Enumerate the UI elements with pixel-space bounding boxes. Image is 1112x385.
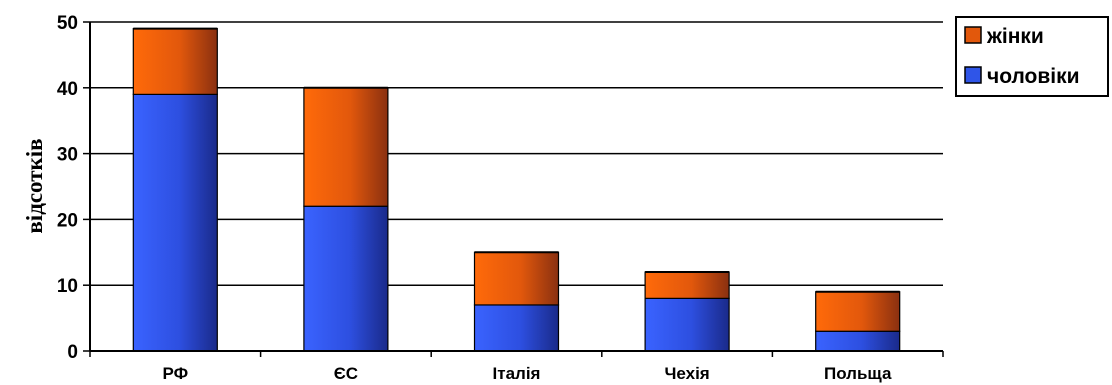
legend-label-female: жінки [986,25,1044,48]
x-category-label: Чехія [664,364,709,383]
legend-label-male: чоловіки [987,65,1080,88]
x-category-label: Польща [824,364,892,383]
y-axis-label: відсотків [22,138,47,233]
legend-swatch-female [964,26,982,44]
bar-male [132,93,218,352]
y-tick-label: 40 [57,79,78,100]
bar-female [644,271,730,299]
bar-female [132,27,218,95]
y-tick-label: 20 [57,210,78,231]
bar-female [303,87,389,207]
y-tick-label: 30 [57,145,78,166]
bar-female [473,251,560,306]
axes: 0 10 20 30 40 50 РФ ЄС Італія Чехія Польща [57,13,944,383]
bars [132,27,901,352]
y-tick-label: 10 [57,276,78,297]
gridlines [90,21,943,286]
x-category-label: ЄС [334,364,358,383]
legend: жінки чоловіки [955,16,1109,97]
bar-male [815,330,901,352]
y-tick-label: 0 [67,342,78,363]
bar-female [815,291,901,332]
bar-male [473,304,560,352]
x-category-label: Італія [493,364,541,383]
y-tick-label: 50 [57,13,78,34]
legend-swatch-male [964,66,982,84]
x-category-label: РФ [162,364,188,383]
bar-male [303,205,389,352]
bar-male [644,297,730,352]
